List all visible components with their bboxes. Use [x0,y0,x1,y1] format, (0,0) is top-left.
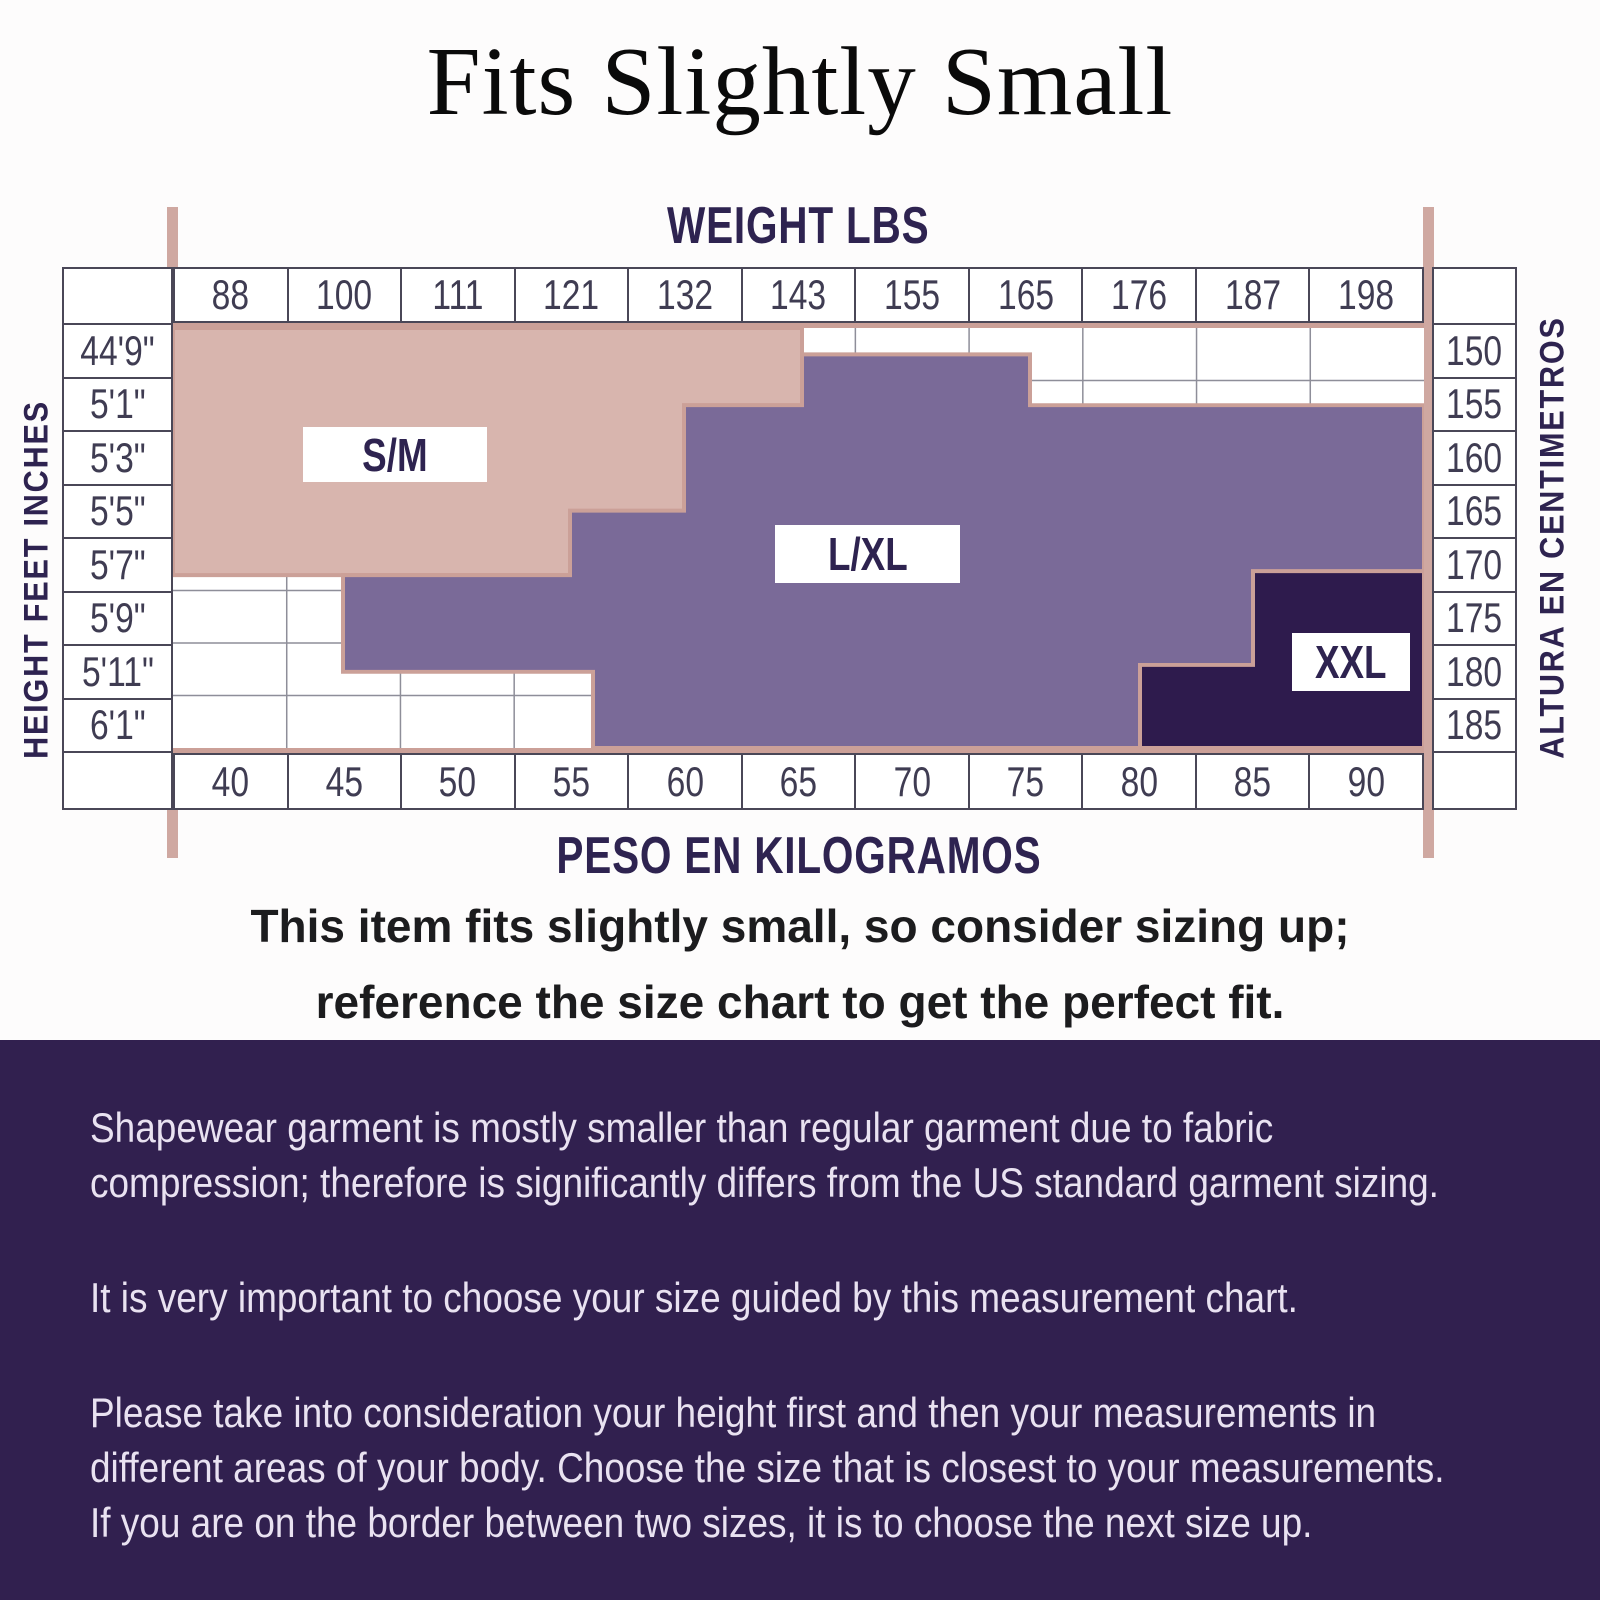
weight-lbs-cell: 165 [968,268,1083,322]
weight-kg-cell: 45 [287,754,402,809]
height-cm-cell: 165 [1433,484,1516,538]
size-region-grid: S/M L/XL XXL [173,323,1424,753]
weight-lbs-cell: 121 [514,268,629,322]
weight-kg-cell: 55 [514,754,629,809]
size-label-lxl: L/XL [775,525,960,583]
fit-note-line: This item fits slightly small, so consid… [250,900,1350,952]
page-title: Fits Slightly Small [426,28,1174,135]
weight-lbs-cell: 111 [401,268,515,322]
weight-lbs-cell: 176 [1082,268,1196,322]
empty-corner-cell [1433,268,1516,324]
weight-lbs-row: 88 100 111 121 132 143 155 165 176 187 198 [173,267,1424,323]
height-cm-column: 150 155 160 165 170 175 180 185 [1432,267,1517,810]
weight-lbs-cell: 100 [287,268,402,322]
fit-note-line: reference the size chart to get the perf… [315,976,1285,1028]
weight-kg-cell: 70 [855,754,969,809]
weight-kg-cell: 60 [628,754,742,809]
right-frame-line [1423,207,1434,858]
footer-line: If you are on the border between two siz… [90,1499,1313,1546]
height-ft-in-cell: 5'5" [63,484,172,538]
height-feet-inches-column: 44'9" 5'1" 5'3" 5'5" 5'7" 5'9" 5'11" 6'1" [62,267,173,810]
height-ft-in-cell: 5'9" [63,591,172,645]
weight-lbs-cell: 88 [174,268,288,322]
weight-lbs-cell: 143 [741,268,856,322]
height-ft-in-cell: 44'9" [63,324,172,378]
footer-line: It is very important to choose your size… [90,1274,1298,1321]
height-cm-cell: 175 [1433,591,1516,645]
height-cm-cell: 150 [1433,324,1516,378]
height-cm-cell: 180 [1433,645,1516,699]
height-cm-cell: 155 [1433,377,1516,431]
footer-line: compression; therefore is significantly … [90,1159,1439,1206]
weight-kg-cell: 85 [1195,754,1310,809]
footer-paragraph: Please take into consideration your heig… [90,1385,1445,1550]
height-feet-inches-axis-title: HEIGHT FEET INCHES [17,400,56,759]
weight-lbs-cell: 187 [1195,268,1310,322]
height-cm-cell: 170 [1433,538,1516,592]
weight-kg-cell: 90 [1309,754,1423,809]
fit-note-text: This item fits slightly small, so consid… [0,888,1600,1040]
height-cm-cell: 185 [1433,698,1516,752]
weight-lbs-cell: 132 [628,268,742,322]
size-label-sm: S/M [303,427,487,482]
weight-kg-cell: 40 [174,754,288,809]
height-ft-in-cell: 5'7" [63,538,172,592]
footer-line: Shapewear garment is mostly smaller than… [90,1104,1274,1151]
empty-corner-cell [63,752,172,809]
empty-corner-cell [63,268,172,324]
peso-kilogramos-axis-title: PESO EN KILOGRAMOS [555,827,1042,885]
weight-lbs-cell: 198 [1309,268,1423,322]
weight-kg-cell: 75 [968,754,1083,809]
height-cm-cell: 160 [1433,431,1516,485]
size-region-xxl [1138,569,1424,748]
altura-centimetros-axis-title: ALTURA EN CENTIMETROS [1533,316,1572,759]
weight-lbs-axis-title: WEIGHT LBS [667,197,930,255]
footer-line: Please take into consideration your heig… [90,1389,1377,1436]
height-ft-in-cell: 5'3" [63,431,172,485]
footer-paragraph: It is very important to choose your size… [90,1270,1348,1325]
weight-kg-cell: 80 [1082,754,1196,809]
weight-lbs-cell: 155 [855,268,969,322]
weight-kg-cell: 65 [741,754,856,809]
weight-kg-cell: 50 [401,754,515,809]
weight-kg-row: 40 45 50 55 60 65 70 75 80 85 90 [173,753,1424,810]
height-ft-in-cell: 6'1" [63,698,172,752]
footer-info-panel: Shapewear garment is mostly smaller than… [0,1040,1600,1600]
size-label-xxl: XXL [1292,633,1410,691]
height-ft-in-cell: 5'11" [63,645,172,699]
empty-corner-cell [1433,752,1516,809]
footer-paragraph: Shapewear garment is mostly smaller than… [90,1100,1439,1210]
footer-line: different areas of your body. Choose the… [90,1444,1445,1491]
height-ft-in-cell: 5'1" [63,377,172,431]
